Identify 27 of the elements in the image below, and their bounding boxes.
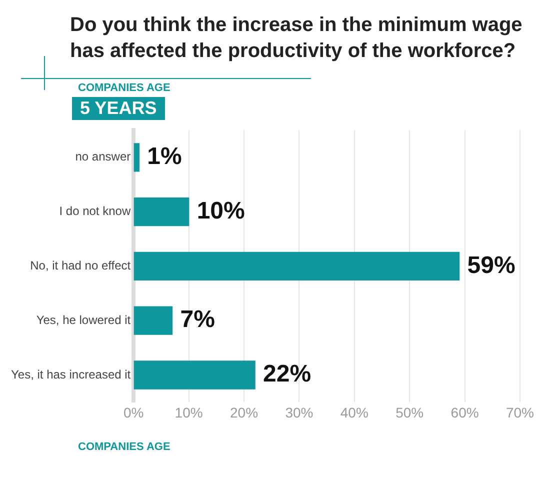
chart-title: Do you think the increase in the minimum wage has affected the productivity of the workforce? bbox=[69, 13, 524, 64]
x-tick-label: 30% bbox=[285, 404, 314, 420]
x-tick-label: 40% bbox=[340, 404, 368, 420]
x-tick-label: 50% bbox=[396, 404, 424, 420]
y-tick-label: No, it had no effect bbox=[30, 258, 132, 273]
x-tick-label: 60% bbox=[450, 404, 479, 420]
y-tick-label: I do not know bbox=[59, 204, 131, 218]
y-tick-label: no answer bbox=[75, 150, 131, 164]
bar bbox=[134, 252, 460, 281]
y-tick-label: Yes, it has increased it bbox=[11, 367, 132, 382]
text: COMPANIES AGE bbox=[77, 440, 172, 453]
data-label: 59% bbox=[467, 252, 516, 279]
bar bbox=[134, 143, 140, 172]
data-label: 10% bbox=[196, 197, 245, 224]
x-tick-label: 10% bbox=[174, 404, 203, 420]
x-tick-label: 70% bbox=[506, 404, 534, 420]
data-label: 22% bbox=[263, 360, 312, 388]
data-label: 1% bbox=[147, 143, 182, 170]
data-label: 7% bbox=[180, 306, 215, 334]
bar bbox=[134, 197, 190, 226]
y-tick-label: Yes, he lowered it bbox=[36, 312, 132, 327]
bar bbox=[134, 306, 173, 335]
text: 5 YEARS bbox=[72, 97, 165, 120]
x-tick-label: 20% bbox=[230, 404, 258, 420]
x-tick-label: 0% bbox=[124, 404, 144, 420]
chart-subtitle: COMPANIES AGE bbox=[78, 82, 170, 94]
bar bbox=[134, 360, 256, 390]
